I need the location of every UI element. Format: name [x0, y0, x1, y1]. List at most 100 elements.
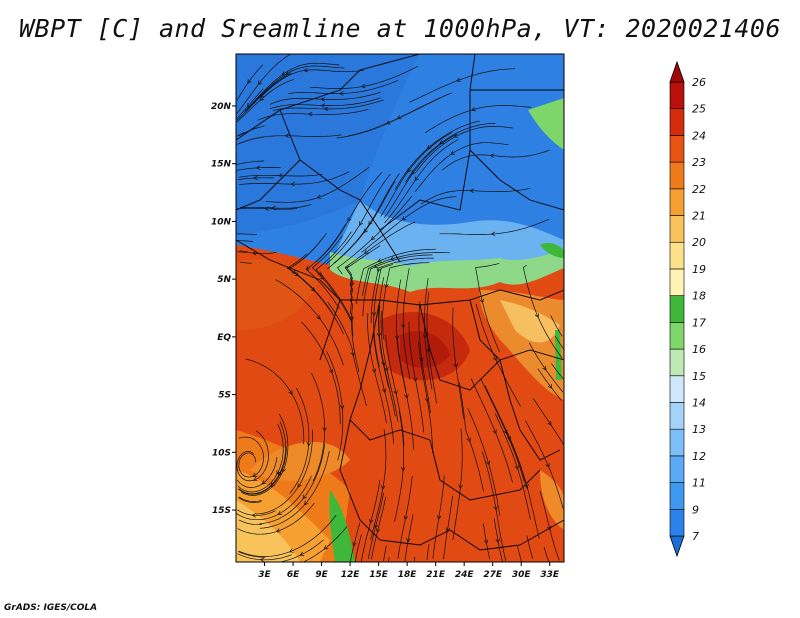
streamlines	[236, 54, 564, 562]
streamline-arrow	[424, 397, 430, 403]
streamline	[371, 497, 387, 560]
streamline	[370, 429, 387, 540]
streamline	[397, 475, 413, 559]
streamline	[404, 514, 414, 562]
streamline-arrow	[299, 551, 305, 556]
streamline	[409, 68, 516, 103]
streamline	[259, 443, 326, 525]
streamline-arrow	[277, 173, 283, 178]
streamline-arrow	[320, 103, 326, 108]
streamline	[443, 495, 453, 560]
footer-credit: GrADS: IGES/COLA	[4, 603, 98, 613]
streamline	[311, 372, 325, 482]
streamline	[257, 109, 369, 121]
streamline-arrow	[466, 437, 471, 443]
map-frame	[235, 53, 565, 563]
streamline-arrow	[347, 217, 352, 222]
colorbar-min-arrow	[669, 535, 685, 558]
streamline	[373, 333, 394, 444]
streamline	[333, 173, 400, 264]
streamline-arrow	[288, 390, 293, 395]
streamline	[425, 105, 532, 134]
streamline-arrow	[369, 518, 374, 524]
colorbar-box	[669, 295, 685, 323]
streamline	[236, 88, 264, 119]
streamline	[475, 262, 500, 352]
streamline-arrow	[320, 97, 325, 102]
streamline-arrow	[252, 476, 258, 482]
streamline-arrow	[255, 165, 261, 170]
colorbar-label: 11	[692, 477, 706, 490]
streamline-arrow	[439, 139, 444, 145]
colorbar-label: 21	[692, 210, 706, 223]
streamline	[247, 65, 345, 110]
streamline	[238, 551, 266, 558]
streamline-arrow	[492, 356, 497, 362]
lat-tick-label: 15S	[212, 506, 231, 516]
lon-tick-label: 24E	[455, 570, 475, 580]
streamline-arrow	[339, 91, 344, 96]
streamline	[239, 261, 252, 264]
streamline-arrow	[302, 494, 307, 500]
streamline	[236, 475, 312, 521]
lon-tick-label: 12E	[341, 570, 361, 580]
streamline-arrow	[252, 472, 258, 477]
streamline-arrow	[278, 471, 282, 477]
streamline	[236, 430, 269, 482]
streamline-arrow	[414, 176, 419, 182]
streamline	[523, 264, 563, 359]
streamline	[394, 120, 480, 190]
streamline-arrow	[376, 267, 381, 273]
colorbar-label: 14	[692, 396, 706, 409]
lon-tick-label: 18E	[398, 570, 418, 580]
streamline	[452, 307, 464, 419]
streamline	[467, 408, 501, 516]
streamline	[554, 335, 564, 350]
streamline	[384, 139, 459, 224]
streamline-arrow	[483, 539, 489, 545]
colorbar-label: 20	[692, 236, 706, 249]
streamline-arrow	[259, 96, 265, 101]
streamline-arrow	[350, 351, 355, 357]
streamline-arrow	[324, 106, 329, 112]
colorbar-max-arrow	[669, 60, 685, 83]
colorbar-label: 18	[692, 290, 706, 303]
streamline-arrow	[384, 366, 389, 372]
colorbar-box	[669, 81, 685, 110]
streamline-arrow	[285, 70, 291, 75]
lon-tick-label: 30E	[512, 570, 532, 580]
colorbar-box	[669, 268, 685, 296]
streamline-arrow	[458, 484, 463, 490]
lat-tick-label: 10N	[211, 217, 232, 227]
streamline	[275, 279, 344, 366]
map-axes: 20N 15N 10N 5N EQ 5S 10S 15S 3E 6E 9E 12E 15E 18E 21E 2…	[211, 102, 560, 580]
streamline	[236, 456, 278, 488]
streamline	[362, 254, 433, 317]
colorbar-label: 23	[692, 156, 706, 169]
streamline-arrow	[450, 150, 455, 155]
lon-tick-label: 15E	[369, 570, 389, 580]
streamline-arrow	[376, 332, 382, 338]
streamline-arrow	[547, 384, 553, 389]
colorbar-box	[669, 241, 685, 270]
streamline-arrow	[485, 460, 491, 466]
colorbar-label: 13	[692, 423, 706, 436]
colorbar-box	[669, 402, 685, 430]
streamline-arrow	[252, 251, 257, 256]
colorbar-box	[669, 322, 685, 350]
streamline	[238, 497, 262, 503]
streamline-arrow	[275, 528, 281, 533]
streamline	[236, 132, 245, 137]
streamline-arrow	[400, 324, 406, 329]
chart-title: WBPT [C] and Sreamline at 1000hPa, VT: 2…	[18, 14, 781, 43]
streamline	[418, 342, 433, 454]
streamline-arrow	[375, 528, 381, 533]
streamline-arrow	[339, 405, 345, 410]
streamline	[426, 292, 437, 404]
streamline	[236, 64, 264, 101]
streamline	[239, 250, 248, 252]
streamline	[405, 123, 496, 183]
lat-tick-label: 20N	[211, 102, 232, 112]
streamline	[237, 509, 276, 516]
streamline-arrow	[276, 470, 281, 475]
